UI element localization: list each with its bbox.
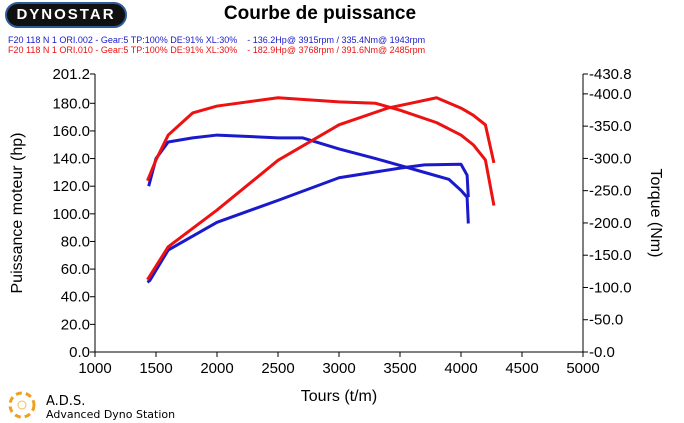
y-tick-label: 201.2 bbox=[52, 66, 90, 83]
y-tick-label: 180.0 bbox=[52, 95, 90, 112]
y-tick-label: 60.0 bbox=[61, 261, 90, 278]
y2-tick-label: -0.0 bbox=[589, 344, 615, 361]
footer-subtitle: Advanced Dyno Station bbox=[46, 408, 176, 421]
y-tick-label: 20.0 bbox=[61, 316, 90, 333]
x-tick-label: 3500 bbox=[383, 360, 416, 377]
x-tick-label: 4000 bbox=[444, 360, 477, 377]
series-line-1 bbox=[146, 162, 470, 284]
y2-tick-label: -430.8 bbox=[589, 66, 632, 83]
series-line-3 bbox=[146, 96, 496, 281]
y2-tick-label: -250.0 bbox=[589, 183, 632, 200]
dynostar-logo: DYNOSTAR bbox=[5, 2, 127, 28]
y-tick-label: 120.0 bbox=[52, 178, 90, 195]
y2-tick-label: -50.0 bbox=[589, 312, 623, 329]
x-tick-label: 2000 bbox=[200, 360, 233, 377]
x-tick-label: 3000 bbox=[322, 360, 355, 377]
y-axis-label: Puissance moteur (hp) bbox=[9, 133, 26, 294]
legend-entry-ori-010: F20 118 N 1 ORI.010 - Gear:5 TP:100% DE:… bbox=[8, 45, 426, 55]
x-tick-label: 1500 bbox=[139, 360, 172, 377]
y-tick-label: 160.0 bbox=[52, 123, 90, 140]
y-tick-label: 100.0 bbox=[52, 206, 90, 223]
y2-tick-label: -300.0 bbox=[589, 150, 632, 167]
footer-brand: A.D.S. Advanced Dyno Station bbox=[46, 395, 175, 421]
y2-axis-label: Torque (Nm) bbox=[647, 169, 664, 258]
series-line-2 bbox=[146, 96, 496, 206]
y-tick-label: 40.0 bbox=[61, 289, 90, 306]
x-tick-label: 2500 bbox=[261, 360, 294, 377]
y2-tick-label: -200.0 bbox=[589, 215, 632, 232]
x-tick-label: 5000 bbox=[566, 360, 599, 377]
ads-logo-icon bbox=[8, 391, 36, 419]
y2-tick-label: -350.0 bbox=[589, 118, 632, 135]
y-tick-label: 0.0 bbox=[69, 344, 90, 361]
x-tick-label: 1000 bbox=[78, 360, 111, 377]
x-axis-label: Tours (t/m) bbox=[301, 388, 377, 405]
x-tick-label: 4500 bbox=[505, 360, 538, 377]
y2-tick-label: -400.0 bbox=[589, 86, 632, 103]
legend-entry-ori-002: F20 118 N 1 ORI.002 - Gear:5 TP:100% DE:… bbox=[8, 35, 426, 45]
y-tick-label: 140.0 bbox=[52, 151, 90, 168]
y-tick-label: 80.0 bbox=[61, 233, 90, 250]
chart-title: Courbe de puissance bbox=[223, 3, 417, 24]
y2-tick-label: -150.0 bbox=[589, 247, 632, 264]
series-line-0 bbox=[147, 133, 470, 224]
y2-tick-label: -100.0 bbox=[589, 279, 632, 296]
footer-name: A.D.S. bbox=[46, 394, 86, 409]
